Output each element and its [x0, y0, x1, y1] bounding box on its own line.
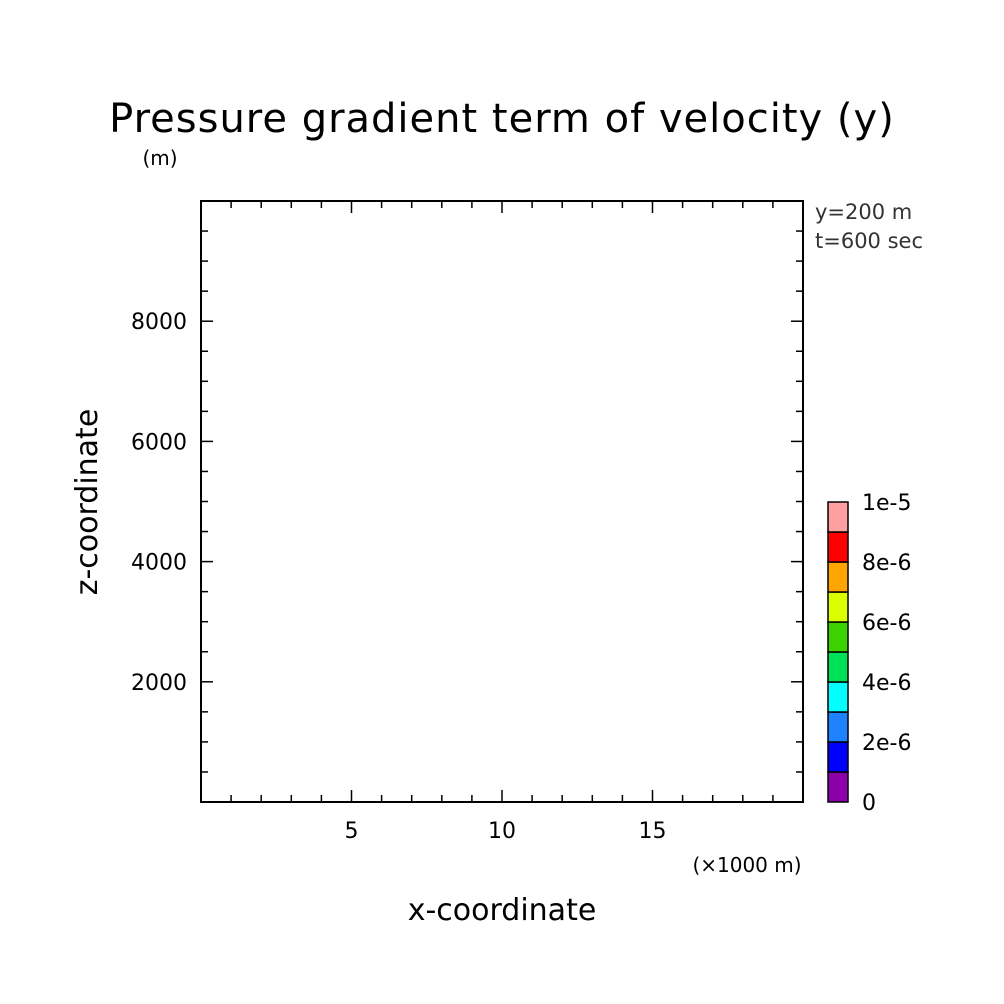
axis-ticks	[201, 201, 803, 802]
x-axis-unit: (×1000 m)	[692, 853, 801, 877]
colorbar-label: 4e-6	[862, 671, 911, 696]
colorbar-segment	[827, 591, 849, 623]
info-line-t: t=600 sec	[815, 229, 923, 253]
colorbar: 0 2e-6 4e-6 6e-6 8e-6 1e-5	[827, 491, 911, 816]
x-axis-label: x-coordinate	[408, 893, 597, 928]
y-tick-label: 8000	[131, 310, 187, 335]
colorbar-segment	[827, 621, 849, 653]
colorbar-segment	[827, 711, 849, 743]
colorbar-segment	[827, 561, 849, 593]
colorbar-segment	[827, 651, 849, 683]
x-tick-label: 10	[488, 819, 516, 844]
plot-info: y=200 m t=600 sec	[815, 200, 923, 253]
colorbar-label: 2e-6	[862, 731, 911, 756]
y-tick-label: 4000	[131, 551, 187, 576]
colorbar-segment	[827, 681, 849, 713]
y-tick-labels: 2000 4000 6000 8000	[131, 310, 187, 696]
colorbar-label: 0	[862, 791, 876, 816]
y-tick-label: 2000	[131, 671, 187, 696]
colorbar-label: 6e-6	[862, 611, 911, 636]
chart-title: Pressure gradient term of velocity (y)	[109, 96, 895, 142]
x-tick-labels: 5 10 15	[345, 819, 667, 844]
colorbar-segment	[827, 531, 849, 563]
y-axis-unit: (m)	[142, 146, 177, 170]
y-axis-label: z-coordinate	[70, 409, 105, 596]
colorbar-label: 1e-5	[862, 491, 911, 516]
x-tick-label: 15	[639, 819, 667, 844]
colorbar-segment	[827, 741, 849, 773]
colorbar-label: 8e-6	[862, 551, 911, 576]
colorbar-segment	[827, 771, 849, 803]
info-line-y: y=200 m	[815, 200, 912, 224]
plot-area	[200, 200, 804, 803]
y-tick-label: 6000	[131, 430, 187, 455]
colorbar-segment	[827, 501, 849, 533]
x-tick-label: 5	[345, 819, 359, 844]
